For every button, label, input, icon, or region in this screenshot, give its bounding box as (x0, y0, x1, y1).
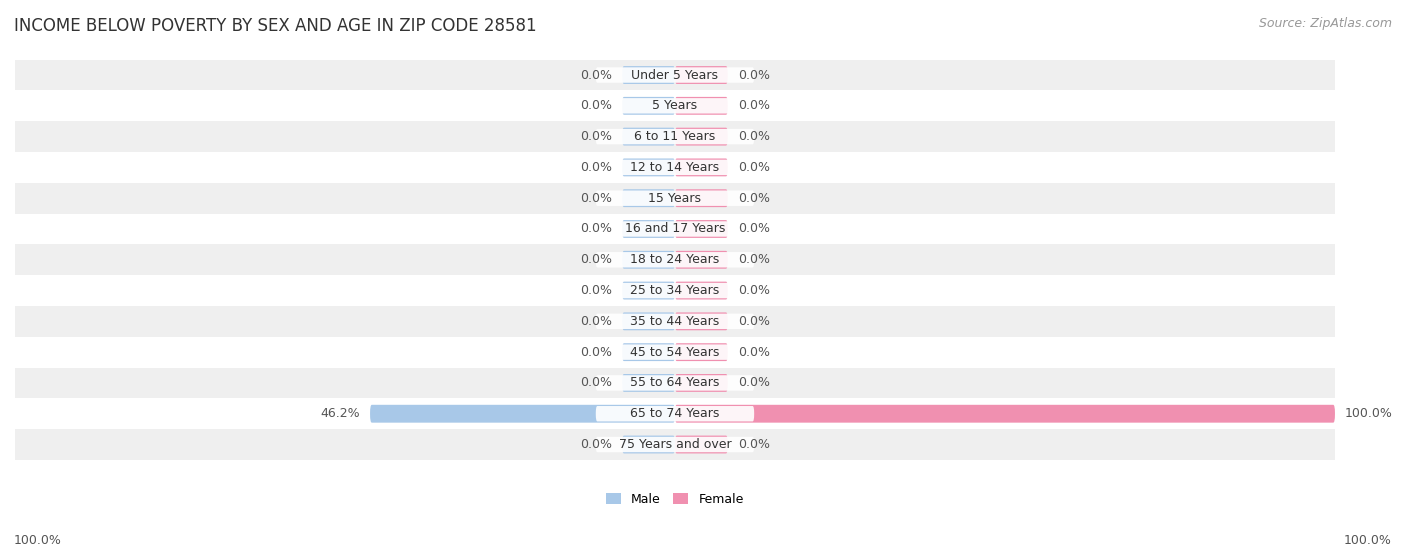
Text: 100.0%: 100.0% (14, 534, 62, 547)
FancyBboxPatch shape (675, 312, 728, 330)
FancyBboxPatch shape (596, 222, 754, 237)
Text: 15 Years: 15 Years (648, 192, 702, 205)
FancyBboxPatch shape (623, 374, 675, 392)
FancyBboxPatch shape (675, 436, 728, 454)
Bar (15, 368, 1334, 398)
Text: 0.0%: 0.0% (738, 69, 769, 81)
FancyBboxPatch shape (623, 97, 675, 115)
FancyBboxPatch shape (596, 406, 754, 421)
FancyBboxPatch shape (675, 282, 728, 300)
Text: 0.0%: 0.0% (581, 315, 612, 328)
Text: 0.0%: 0.0% (581, 284, 612, 297)
Text: 12 to 14 Years: 12 to 14 Years (630, 161, 720, 174)
FancyBboxPatch shape (596, 190, 754, 206)
Text: 0.0%: 0.0% (738, 130, 769, 143)
Text: 16 and 17 Years: 16 and 17 Years (624, 223, 725, 235)
Text: 75 Years and over: 75 Years and over (619, 438, 731, 451)
Text: 0.0%: 0.0% (581, 161, 612, 174)
FancyBboxPatch shape (596, 283, 754, 299)
Text: 0.0%: 0.0% (581, 345, 612, 359)
Text: 0.0%: 0.0% (738, 377, 769, 389)
Bar (15, 336, 1334, 368)
FancyBboxPatch shape (675, 158, 728, 176)
FancyBboxPatch shape (623, 312, 675, 330)
FancyBboxPatch shape (675, 343, 728, 361)
Bar (15, 306, 1334, 336)
FancyBboxPatch shape (675, 66, 728, 84)
FancyBboxPatch shape (596, 437, 754, 452)
FancyBboxPatch shape (623, 343, 675, 361)
FancyBboxPatch shape (675, 128, 728, 146)
FancyBboxPatch shape (623, 158, 675, 176)
Text: Under 5 Years: Under 5 Years (631, 69, 718, 81)
Text: 0.0%: 0.0% (738, 223, 769, 235)
FancyBboxPatch shape (623, 66, 675, 84)
FancyBboxPatch shape (623, 251, 675, 269)
Text: 0.0%: 0.0% (738, 192, 769, 205)
FancyBboxPatch shape (596, 314, 754, 329)
Text: 0.0%: 0.0% (738, 99, 769, 112)
FancyBboxPatch shape (675, 189, 728, 207)
FancyBboxPatch shape (596, 252, 754, 267)
Text: 65 to 74 Years: 65 to 74 Years (630, 407, 720, 420)
Text: 0.0%: 0.0% (581, 192, 612, 205)
Text: 0.0%: 0.0% (581, 438, 612, 451)
FancyBboxPatch shape (675, 374, 728, 392)
Bar (15, 244, 1334, 275)
Bar (15, 60, 1334, 90)
FancyBboxPatch shape (623, 282, 675, 300)
Text: 46.2%: 46.2% (321, 407, 360, 420)
Text: 18 to 24 Years: 18 to 24 Years (630, 253, 720, 266)
FancyBboxPatch shape (596, 129, 754, 145)
Text: 100.0%: 100.0% (1344, 534, 1392, 547)
Bar (15, 398, 1334, 429)
FancyBboxPatch shape (675, 220, 728, 238)
Bar (15, 214, 1334, 244)
Text: 0.0%: 0.0% (738, 345, 769, 359)
Text: 100.0%: 100.0% (1346, 407, 1393, 420)
Bar (15, 121, 1334, 152)
Text: 0.0%: 0.0% (738, 438, 769, 451)
FancyBboxPatch shape (623, 436, 675, 454)
Text: 0.0%: 0.0% (581, 253, 612, 266)
Text: 0.0%: 0.0% (738, 253, 769, 266)
Text: 45 to 54 Years: 45 to 54 Years (630, 345, 720, 359)
FancyBboxPatch shape (370, 405, 675, 422)
Text: 0.0%: 0.0% (581, 130, 612, 143)
Bar (15, 275, 1334, 306)
Text: 55 to 64 Years: 55 to 64 Years (630, 377, 720, 389)
Text: Source: ZipAtlas.com: Source: ZipAtlas.com (1258, 17, 1392, 30)
FancyBboxPatch shape (623, 220, 675, 238)
Text: 0.0%: 0.0% (738, 315, 769, 328)
Bar (15, 152, 1334, 183)
FancyBboxPatch shape (596, 344, 754, 360)
FancyBboxPatch shape (675, 405, 1334, 422)
FancyBboxPatch shape (596, 375, 754, 391)
FancyBboxPatch shape (675, 251, 728, 269)
Text: 0.0%: 0.0% (738, 284, 769, 297)
Text: 0.0%: 0.0% (581, 99, 612, 112)
Text: 5 Years: 5 Years (652, 99, 697, 112)
FancyBboxPatch shape (596, 98, 754, 113)
Bar (15, 429, 1334, 460)
Text: 25 to 34 Years: 25 to 34 Years (630, 284, 720, 297)
Text: 0.0%: 0.0% (581, 69, 612, 81)
Text: 0.0%: 0.0% (738, 161, 769, 174)
Legend: Male, Female: Male, Female (606, 493, 744, 506)
FancyBboxPatch shape (623, 128, 675, 146)
FancyBboxPatch shape (596, 160, 754, 175)
Text: 0.0%: 0.0% (581, 377, 612, 389)
FancyBboxPatch shape (623, 189, 675, 207)
Bar (15, 183, 1334, 214)
Text: 35 to 44 Years: 35 to 44 Years (630, 315, 720, 328)
Text: INCOME BELOW POVERTY BY SEX AND AGE IN ZIP CODE 28581: INCOME BELOW POVERTY BY SEX AND AGE IN Z… (14, 17, 537, 35)
FancyBboxPatch shape (675, 97, 728, 115)
Text: 6 to 11 Years: 6 to 11 Years (634, 130, 716, 143)
FancyBboxPatch shape (596, 68, 754, 83)
Text: 0.0%: 0.0% (581, 223, 612, 235)
Bar (15, 90, 1334, 121)
